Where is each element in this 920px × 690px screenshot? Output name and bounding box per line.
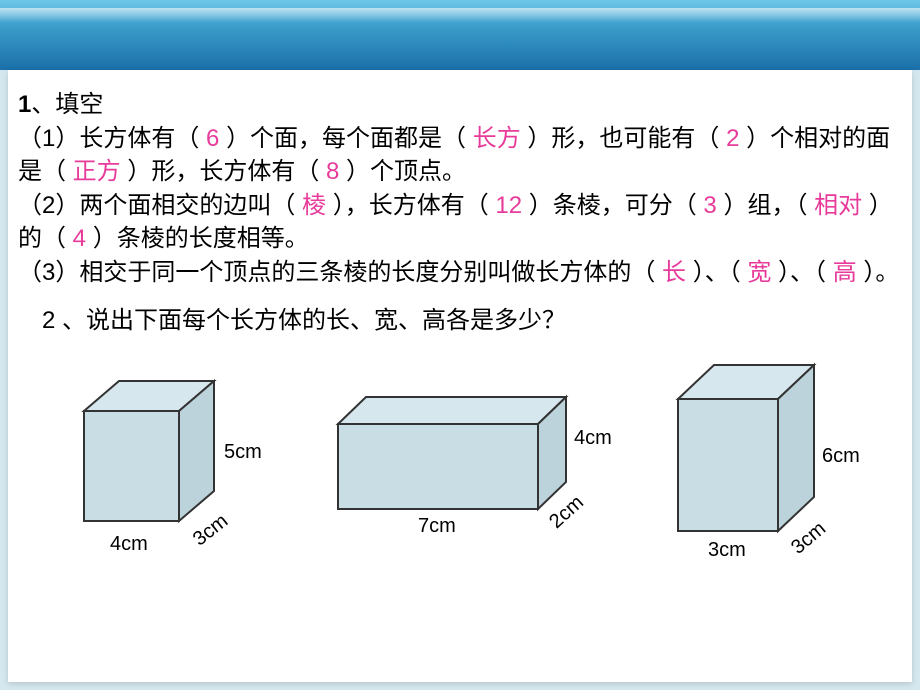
- q1-title: 、填空: [31, 91, 103, 118]
- q1-ans-4: 正方: [73, 158, 121, 185]
- q1-ans-6: 棱: [302, 192, 326, 219]
- cuboid-3: 6cm 3cm 3cm: [658, 351, 878, 576]
- q1-1-c: ）形，也可能有（: [527, 125, 719, 152]
- q1-1-e: ）形，长方体有（: [127, 158, 319, 185]
- q1-ans-11: 长: [662, 259, 686, 286]
- cuboid-figures: 5cm 3cm 4cm 4cm 2cm 7cm 6cm 3cm 3cm: [18, 361, 902, 641]
- q1-ans-7: 12: [495, 192, 522, 219]
- cuboid-1: 5cm 3cm 4cm: [64, 361, 264, 566]
- q1-3-c: ）、（: [778, 259, 826, 286]
- question-1-block: 1、填空 （1）长方体有（ 6 ）个面，每个面都是（ 长方 ）形，也可能有（ 2…: [18, 88, 902, 290]
- cuboid-2-front-face: [338, 424, 538, 509]
- cuboid-1-front-face: [84, 411, 179, 521]
- q1-ans-5: 8: [326, 158, 339, 185]
- q1-ans-3: 2: [726, 125, 739, 152]
- q1-2-d: ）组，（: [723, 192, 807, 219]
- q1-ans-1: 6: [206, 125, 219, 152]
- q1-2-f: ）条棱的长度相等。: [93, 225, 309, 252]
- cuboid-3-height-label: 6cm: [822, 445, 860, 468]
- q1-ans-13: 高: [833, 259, 857, 286]
- cuboid-2: 4cm 2cm 7cm: [318, 379, 598, 554]
- cuboid-3-front-face: [678, 399, 778, 531]
- q1-ans-12: 宽: [747, 259, 771, 286]
- q1-ans-2: 长方: [473, 125, 521, 152]
- cuboid-3-width-label: 3cm: [708, 539, 746, 562]
- cuboid-2-height-label: 4cm: [574, 427, 612, 450]
- top-banner: [0, 0, 920, 70]
- q1-ans-9: 相对: [814, 192, 862, 219]
- cuboid-1-width-label: 4cm: [110, 533, 148, 556]
- cuboid-1-height-label: 5cm: [224, 441, 262, 464]
- q1-3-a: （3）相交于同一个顶点的三条棱的长度分别叫做长方体的（: [18, 259, 655, 286]
- q1-number: 1: [18, 91, 31, 118]
- q1-1-b: ）个面，每个面都是（: [226, 125, 466, 152]
- q1-ans-8: 3: [703, 192, 716, 219]
- q1-3-b: ）、（: [693, 259, 741, 286]
- q1-3-d: ）。: [863, 259, 899, 286]
- question-2-text: 2 、说出下面每个长方体的长、宽、高各是多少？: [42, 300, 902, 335]
- q1-1-a: （1）长方体有（: [18, 125, 199, 152]
- q1-2-c: ）条棱，可分（: [529, 192, 697, 219]
- q1-2-b: ），长方体有（: [333, 192, 489, 219]
- cuboid-2-width-label: 7cm: [418, 515, 456, 538]
- q1-2-a: （2）两个面相交的边叫（: [18, 192, 295, 219]
- q1-ans-10: 4: [73, 225, 86, 252]
- cuboid-2-top-face: [338, 397, 566, 424]
- slide-page: 1、填空 （1）长方体有（ 6 ）个面，每个面都是（ 长方 ）形，也可能有（ 2…: [8, 70, 912, 682]
- q1-1-f: ）个顶点。: [346, 158, 466, 185]
